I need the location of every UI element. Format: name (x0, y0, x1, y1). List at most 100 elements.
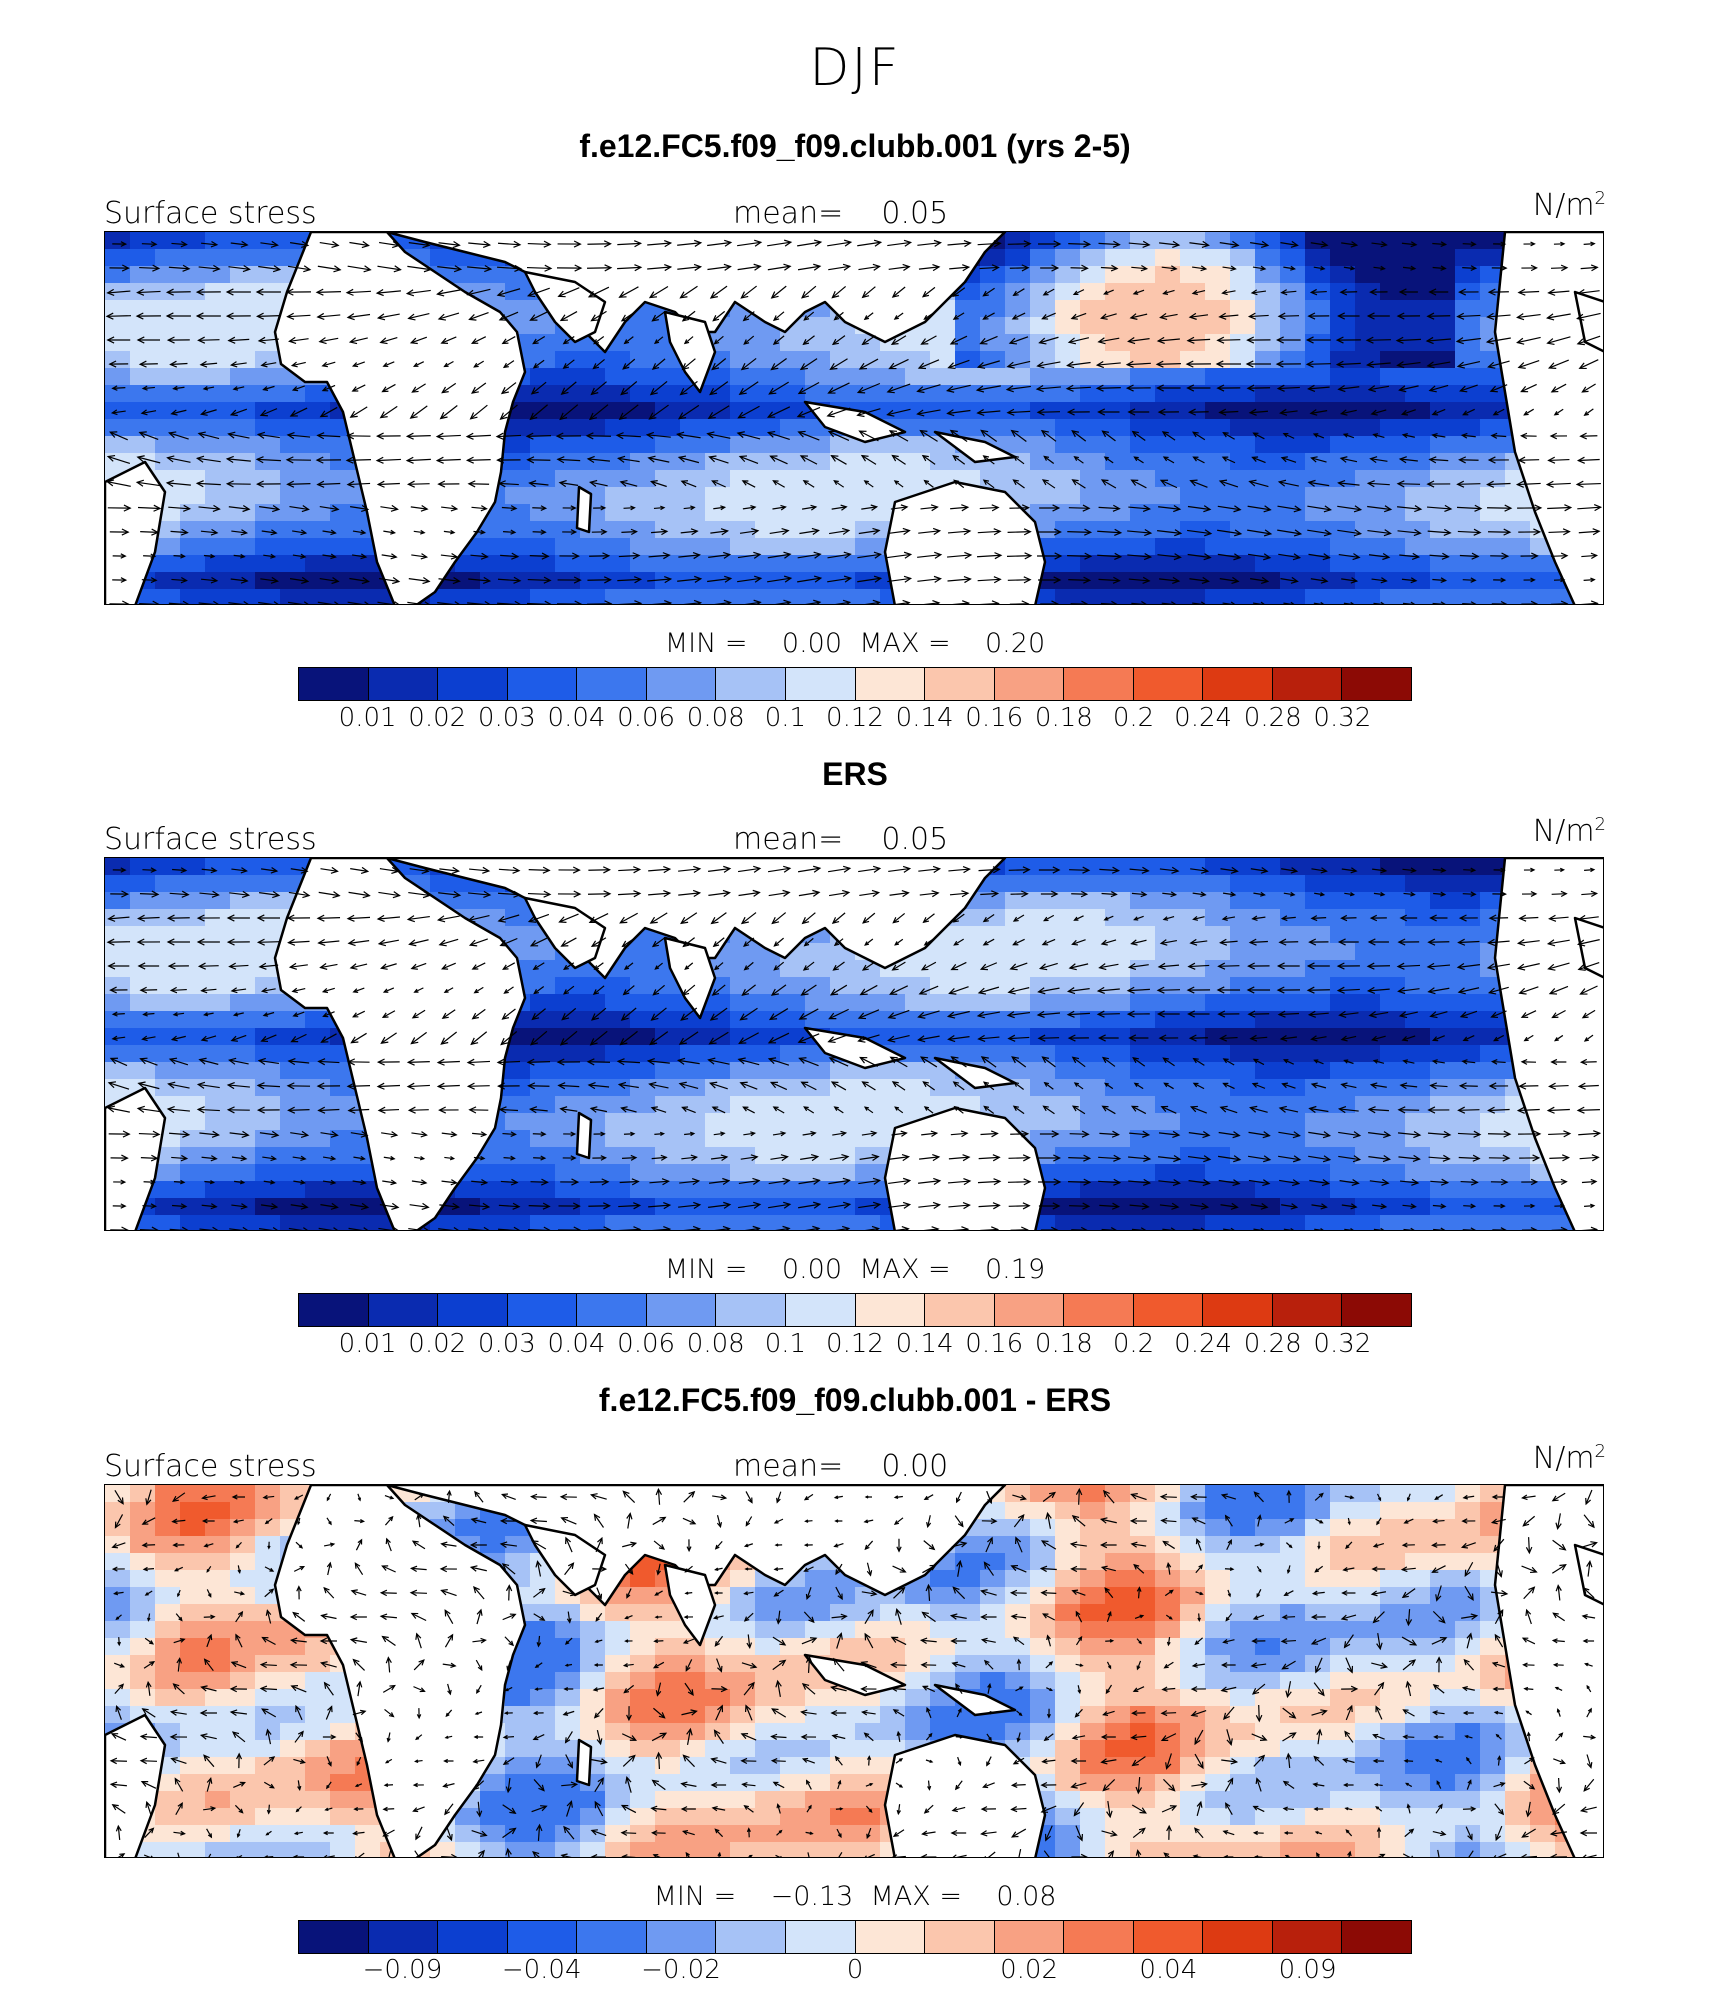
panel-1-colorbar-ticks: 0.01 0.02 0.03 0.04 0.06 0.08 0.1 0.12 0.14 0.16 0… (298, 703, 1412, 735)
panel-1-colorbar (298, 667, 1412, 701)
continent-outlines (105, 858, 1603, 1230)
colorbar-swatch (438, 1921, 508, 1953)
panel-2-mean: mean= 0.05 (733, 822, 948, 857)
colorbar-swatch (1203, 668, 1273, 700)
colorbar-swatch (716, 1921, 786, 1953)
colorbar-tick-label: 0.24 (1174, 703, 1233, 733)
panel-2-units: N/m2 (1533, 814, 1606, 849)
colorbar-tick-label: 0.18 (1034, 703, 1093, 733)
colorbar-tick-label: 0.24 (1174, 1329, 1233, 1359)
colorbar-tick-label: 0.16 (965, 1329, 1024, 1359)
panel-1-map (104, 231, 1604, 605)
panel-3-min-max: MIN = −0.13 MAX = 0.08 (0, 1881, 1710, 1912)
panel-1-min-value: 0.00 (781, 628, 843, 659)
colorbar-tick-label: 0.16 (965, 703, 1024, 733)
panel-2-max-value: 0.19 (985, 1254, 1046, 1285)
panel-2-units-text: N/m (1532, 814, 1595, 849)
colorbar-tick-label: −0.04 (501, 1955, 582, 1985)
colorbar-tick-label: 0.03 (477, 1329, 536, 1359)
colorbar-tick-label: 0.04 (1139, 1955, 1198, 1985)
panel-2-map (104, 857, 1604, 1231)
colorbar-swatch (438, 1294, 508, 1326)
colorbar-swatch (1342, 1921, 1411, 1953)
panel-2-min-max: MIN = 0.00 MAX = 0.19 (0, 1254, 1710, 1285)
colorbar-swatch (368, 1921, 439, 1953)
panel-1-mean: mean= 0.05 (733, 196, 948, 231)
vector-arrows (109, 1487, 1598, 1857)
colorbar-swatch (1342, 668, 1411, 700)
colorbar-swatch (1203, 1921, 1273, 1953)
panel-2-variable-label: Surface stress (104, 822, 317, 857)
colorbar-tick-label: 0.14 (895, 703, 954, 733)
panel-3-mean-label: mean= (733, 1449, 844, 1484)
panel-3-mean-value: 0.00 (881, 1449, 949, 1484)
panel-3-max-label: MAX = (870, 1881, 962, 1912)
colorbar-swatch (855, 668, 926, 700)
colorbar-tick-label: 0.01 (338, 1329, 397, 1359)
continent-outlines (105, 1485, 1603, 1857)
colorbar-swatch (1272, 1294, 1343, 1326)
panel-2-min-value: 0.00 (781, 1254, 843, 1285)
colorbar-tick-label: 0.08 (686, 703, 745, 733)
colorbar-swatch (368, 668, 439, 700)
panel-1-mean-label: mean= (733, 196, 844, 231)
panel-2-mean-label: mean= (733, 822, 844, 857)
season-title: DJF (809, 38, 901, 98)
colorbar-tick-label: 0.06 (617, 1329, 676, 1359)
colorbar-tick-label: 0 (846, 1955, 864, 1985)
colorbar-swatch (1203, 1294, 1273, 1326)
panel-1-units-sup: 2 (1594, 188, 1606, 209)
panel-1-variable-label: Surface stress (104, 196, 317, 231)
colorbar-swatch (1064, 1921, 1134, 1953)
colorbar-swatch (507, 1921, 578, 1953)
colorbar-tick-label: −0.09 (362, 1955, 443, 1985)
panel-3-min-label: MIN = (653, 1881, 737, 1912)
colorbar-swatch (438, 668, 508, 700)
colorbar-tick-label: 0.32 (1313, 1329, 1372, 1359)
shaded-field (105, 1485, 1603, 1857)
continent-outlines (105, 232, 1603, 604)
colorbar-swatch (646, 1921, 717, 1953)
colorbar-swatch (646, 1294, 717, 1326)
colorbar-tick-label: −0.02 (641, 1955, 721, 1985)
panel-3-units: N/m2 (1533, 1441, 1606, 1476)
panel-1-mean-value: 0.05 (881, 196, 949, 231)
panel-2-colorbar-ticks: 0.01 0.02 0.03 0.04 0.06 0.08 0.1 0.12 0.14 0.16 0… (298, 1329, 1412, 1361)
colorbar-tick-label: 0.28 (1243, 1329, 1302, 1359)
colorbar-tick-label: 0.12 (826, 703, 884, 733)
panel-3-colorbar (298, 1920, 1412, 1954)
colorbar-swatch (855, 1921, 926, 1953)
colorbar-swatch (1133, 1921, 1204, 1953)
colorbar-tick-label: 0.02 (408, 703, 467, 733)
panel-2-mean-value: 0.05 (881, 822, 949, 857)
colorbar-swatch (716, 1294, 786, 1326)
colorbar-swatch (855, 1294, 926, 1326)
colorbar-swatch (1064, 1294, 1134, 1326)
vector-arrows (106, 865, 1602, 1230)
colorbar-swatch (1133, 668, 1204, 700)
colorbar-swatch (577, 668, 647, 700)
colorbar-swatch (577, 1921, 647, 1953)
panel-3-variable-label: Surface stress (104, 1449, 317, 1484)
colorbar-swatch (1272, 1921, 1343, 1953)
colorbar-tick-label: 0.02 (1000, 1955, 1059, 1985)
colorbar-tick-label: 0.32 (1313, 703, 1372, 733)
colorbar-swatch (994, 1294, 1065, 1326)
colorbar-swatch (646, 668, 717, 700)
colorbar-tick-label: 0.01 (338, 703, 397, 733)
panel-3-units-text: N/m (1532, 1441, 1595, 1476)
colorbar-swatch (1064, 668, 1134, 700)
colorbar-swatch (994, 668, 1065, 700)
colorbar-tick-label: 0.2 (1112, 1329, 1155, 1359)
colorbar-swatch (925, 1294, 995, 1326)
colorbar-tick-label: 0.28 (1243, 703, 1302, 733)
panel-1-max-label: MAX = (859, 628, 951, 659)
colorbar-tick-label: 0.14 (895, 1329, 954, 1359)
panel-1-max-value: 0.20 (985, 628, 1046, 659)
colorbar-tick-label: 0.06 (617, 703, 676, 733)
colorbar-swatch (299, 1921, 369, 1953)
colorbar-tick-label: 0.12 (826, 1329, 884, 1359)
colorbar-swatch (785, 668, 856, 700)
panel-2-title: ERS (822, 756, 888, 792)
panel-1-min-label: MIN = (664, 628, 748, 659)
